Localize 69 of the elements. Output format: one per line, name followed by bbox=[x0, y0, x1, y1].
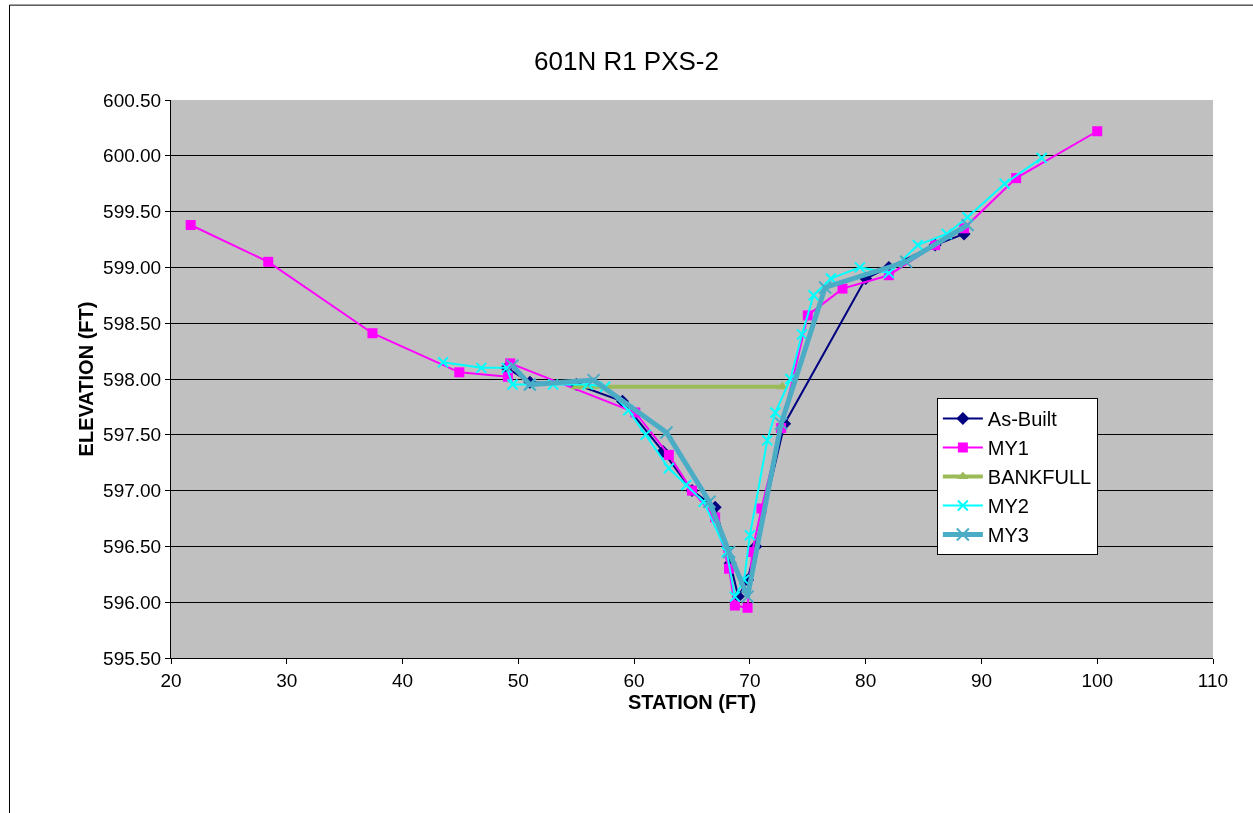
y-tick-label: 599.50 bbox=[103, 201, 162, 223]
y-tick-label: 596.00 bbox=[103, 591, 162, 613]
x-tick-label: 30 bbox=[276, 669, 298, 691]
point bbox=[586, 373, 601, 388]
point bbox=[899, 254, 914, 269]
point bbox=[728, 590, 741, 603]
point bbox=[662, 462, 675, 475]
point bbox=[853, 261, 866, 274]
point bbox=[743, 529, 756, 542]
x-tick-label: 110 bbox=[1197, 669, 1229, 691]
chart-title: 601N R1 PXS-2 bbox=[534, 46, 719, 77]
point bbox=[680, 479, 693, 492]
point bbox=[702, 494, 717, 509]
point bbox=[1092, 126, 1103, 137]
point bbox=[824, 272, 837, 285]
x-tick-label: 70 bbox=[739, 669, 761, 691]
point bbox=[475, 361, 488, 374]
point bbox=[774, 416, 789, 431]
y-tick-label: 597.50 bbox=[103, 424, 162, 446]
point bbox=[837, 283, 848, 294]
legend-label: BANKFULL bbox=[987, 466, 1092, 489]
y-tick-label: 597.00 bbox=[103, 480, 162, 502]
x-tick-label: 80 bbox=[855, 669, 877, 691]
point bbox=[1035, 152, 1048, 165]
point bbox=[807, 289, 820, 302]
point bbox=[911, 239, 924, 252]
y-tick-label: 600.00 bbox=[103, 145, 162, 167]
x-tick-label: 50 bbox=[507, 669, 529, 691]
x-axis-title: STATION (FT) bbox=[627, 690, 757, 713]
point bbox=[729, 600, 740, 611]
point bbox=[769, 406, 782, 419]
y-tick-label: 600.50 bbox=[103, 89, 162, 111]
point bbox=[961, 211, 974, 224]
y-tick-label: 598.00 bbox=[103, 368, 162, 390]
point bbox=[998, 177, 1011, 190]
point bbox=[795, 328, 808, 341]
point bbox=[367, 328, 378, 339]
legend-label: MY1 bbox=[987, 437, 1029, 460]
y-axis-title: ELEVATION (FT) bbox=[74, 301, 97, 457]
point bbox=[740, 589, 755, 604]
point bbox=[185, 219, 196, 230]
point bbox=[639, 428, 652, 441]
point bbox=[659, 425, 674, 440]
y-tick-label: 595.50 bbox=[103, 647, 162, 669]
point bbox=[505, 358, 520, 373]
point bbox=[742, 602, 753, 613]
legend-label: MY2 bbox=[987, 495, 1029, 518]
legend-label: As-Built bbox=[987, 408, 1058, 431]
point bbox=[722, 544, 737, 559]
y-tick-label: 596.50 bbox=[103, 536, 162, 558]
point bbox=[622, 404, 635, 417]
x-tick-label: 60 bbox=[623, 669, 645, 691]
point bbox=[818, 280, 833, 295]
legend-label: MY3 bbox=[987, 524, 1029, 547]
point bbox=[263, 256, 274, 267]
y-tick-label: 598.50 bbox=[103, 312, 162, 334]
y-tick-label: 599.00 bbox=[103, 257, 162, 279]
point bbox=[663, 449, 674, 460]
point bbox=[506, 378, 519, 391]
point bbox=[761, 434, 774, 447]
point bbox=[547, 378, 560, 391]
x-tick-label: 90 bbox=[970, 669, 993, 691]
x-tick-label: 20 bbox=[160, 669, 182, 691]
point bbox=[454, 367, 465, 378]
point bbox=[697, 495, 710, 508]
x-tick-label: 40 bbox=[391, 669, 414, 691]
x-tick-label: 100 bbox=[1081, 669, 1114, 691]
point bbox=[437, 356, 450, 369]
point bbox=[960, 217, 975, 232]
